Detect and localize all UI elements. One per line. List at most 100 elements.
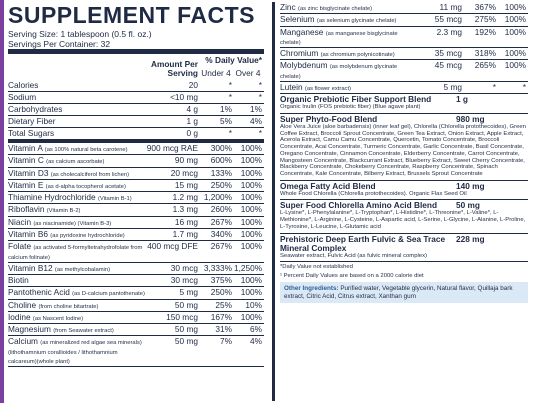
dv-over-4: 100% bbox=[233, 228, 264, 242]
dv-under-4: 133% bbox=[199, 167, 234, 180]
nutrient-name: Vitamin B12 bbox=[8, 262, 53, 273]
nutrient-row: Vitamin E (as d-alpha tocopherol acetate… bbox=[8, 179, 264, 193]
nutrient-name: Lutein bbox=[280, 82, 303, 93]
nutrient-name: Vitamin C bbox=[8, 155, 44, 166]
amount: 20 mcg bbox=[145, 167, 200, 180]
nutrient-name: Pantothenic Acid bbox=[8, 287, 70, 298]
blend: Prehistoric Deep Earth Fulvic & Sea Trac… bbox=[280, 234, 528, 263]
nutrient-cell: Calories bbox=[8, 80, 146, 92]
amount: 30 mcg bbox=[145, 274, 200, 288]
blends: Organic Prebiotic Fiber Support Blend 1 g… bbox=[280, 94, 528, 263]
blend-description: Organic Inulin (FOS prebiotic fiber) (Bl… bbox=[280, 104, 421, 111]
blend: Organic Prebiotic Fiber Support Blend 1 g… bbox=[280, 94, 528, 115]
nutrient-note: (as selenium glycinate chelate) bbox=[316, 18, 397, 25]
amount: 50 mg bbox=[145, 299, 200, 312]
blend-name: Super Phyto-Food Blend bbox=[280, 114, 378, 125]
dv-under-4: 275% bbox=[464, 13, 498, 27]
nutrient-name: Molybdenum bbox=[280, 60, 328, 71]
nutrient-cell: Vitamin A (as 100% natural beta carotene… bbox=[8, 141, 146, 156]
amount: 1.7 mg bbox=[145, 228, 200, 242]
facts-body: Calories 20 * * Sodium <10 mg * * Carbohydrates 4… bbox=[8, 80, 264, 368]
nutrient-row: Molybdenum (as molybdenum glycinate chel… bbox=[280, 59, 528, 83]
nutrient-note: (as chromium polynicotinate) bbox=[320, 52, 395, 59]
dv-under-4: * bbox=[199, 91, 234, 104]
dv-over-4: 100% bbox=[233, 191, 264, 205]
amount: 1 g bbox=[145, 115, 200, 128]
dv-over-4: 100% bbox=[233, 167, 264, 180]
blend-description: Whole Food Chlorella (Chlorella protothe… bbox=[280, 190, 467, 197]
nutrient-name: Total Sugars bbox=[8, 128, 55, 138]
dv-over-4: * bbox=[233, 91, 264, 104]
amount: 2.3 mg bbox=[414, 26, 464, 49]
dv-over-4: 10% bbox=[233, 299, 264, 312]
nutrient-row: Folate (as activated 5-formyltetrahydrof… bbox=[8, 240, 264, 263]
amount: <10 mg bbox=[145, 91, 200, 104]
amount: 55 mcg bbox=[414, 13, 464, 27]
dv-over-4: 100% bbox=[233, 154, 264, 168]
blend-head: Super Phyto-Food Blend 980 mg bbox=[280, 115, 528, 124]
dv-under-4: * bbox=[464, 81, 498, 95]
nutrient-row: Calories 20 * * bbox=[8, 80, 264, 92]
other-text: Purified water, Vegetable glycerin, Natu… bbox=[284, 285, 513, 300]
amount: 45 mcg bbox=[414, 59, 464, 83]
blend-name: Organic Prebiotic Fiber Support Blend bbox=[280, 94, 432, 105]
amount: 30 mcg bbox=[145, 262, 200, 276]
nutrient-cell: Dietary Fiber bbox=[8, 115, 146, 128]
footnotes: *Daily Value not established ¹ Percent Da… bbox=[280, 264, 528, 279]
nutrient-name: Choline bbox=[8, 299, 37, 310]
nutrient-cell: Choline (from choline bitartrate) bbox=[8, 299, 146, 312]
blend-head: Organic Prebiotic Fiber Support Blend 1 g bbox=[280, 95, 528, 104]
nutrient-name: Vitamin B6 bbox=[8, 229, 48, 240]
nutrient-row: Riboflavin (Vitamin B-2) 1.3 mg 260% 100% bbox=[8, 203, 264, 217]
nutrient-cell: Niacin (as niacinamide) (Vitamin B-3) bbox=[8, 216, 146, 230]
amount: 1.3 mg bbox=[145, 203, 200, 217]
amount: 150 mcg bbox=[145, 311, 200, 325]
dv-over-4: 100% bbox=[233, 240, 264, 263]
nutrient-name: Sodium bbox=[8, 92, 37, 102]
nutrient-name: Manganese bbox=[280, 26, 324, 37]
blend-name: Prehistoric Deep Earth Fulvic & Sea Trac… bbox=[280, 233, 446, 253]
nutrient-cell: Calcium (as mineralized red algae sea mi… bbox=[8, 335, 146, 368]
dv-over-4: 4% bbox=[233, 115, 264, 128]
nutrient-note: (as d-alpha tocopherol acetate) bbox=[45, 183, 126, 190]
nutrient-row: Magnesium (from Seawater extract) 50 mg 31… bbox=[8, 323, 264, 337]
nutrient-row: Vitamin D3 (as cholecalciferol from lich… bbox=[8, 167, 264, 180]
dv-over-4: 100% bbox=[233, 179, 264, 193]
minerals-table: Zinc (as zinc bisglycinate chelate) 11 mg… bbox=[280, 2, 528, 95]
nutrient-name: Iodine bbox=[8, 311, 31, 322]
footnote: *Daily Value not established bbox=[280, 264, 353, 271]
blend: Omega Fatty Acid Blend 140 mg Whole Food C… bbox=[280, 181, 528, 201]
dv-under-4: 375% bbox=[199, 274, 234, 288]
nutrient-row: Sodium <10 mg * * bbox=[8, 91, 264, 104]
nutrient-row: Manganese (as manganese bisglycinate che… bbox=[280, 26, 528, 49]
nutrient-cell: Iodine (as Nascent Iodine) bbox=[8, 311, 146, 325]
nutrient-row: Vitamin A (as 100% natural beta carotene… bbox=[8, 141, 264, 156]
nutrient-name: Calories bbox=[8, 80, 39, 90]
dv-over-4: 6% bbox=[233, 323, 264, 337]
nutrient-note: (as mineralized red algae sea minerals) … bbox=[8, 340, 142, 366]
nutrient-note: (as niacinamide) (Vitamin B-3) bbox=[33, 220, 112, 227]
nutrient-name: Chromium bbox=[280, 48, 319, 59]
blend: Super Food Chlorella Amino Acid Blend 50 … bbox=[280, 200, 528, 234]
nutrient-note: (Vitamin B-2) bbox=[46, 208, 81, 215]
dv-over-4: 100% bbox=[233, 216, 264, 230]
amount: 900 mcg RAE bbox=[145, 141, 200, 156]
dv-under-4: 318% bbox=[464, 47, 498, 61]
nutrient-row: Lutein (as flower extract) 5 mg * * bbox=[280, 81, 528, 95]
dv-over-4: 100% bbox=[498, 47, 528, 61]
blend-name: Omega Fatty Acid Blend bbox=[280, 180, 376, 191]
dv-under-4: 1% bbox=[199, 103, 234, 116]
nutrient-cell: Folate (as activated 5-formyltetrahydrof… bbox=[8, 240, 146, 263]
dv-under-4: 250% bbox=[199, 179, 234, 193]
dv-over-4: 100% bbox=[233, 141, 264, 156]
dv-under-4: 5% bbox=[199, 115, 234, 128]
facts-table: Amount Per Serving % Daily Value* Under … bbox=[8, 54, 264, 368]
amount: 400 mcg DFE bbox=[145, 240, 200, 263]
nutrient-note: (from Seawater extract) bbox=[53, 328, 114, 335]
dv-under-4: 3,333% bbox=[199, 262, 234, 276]
over-header: Over 4 bbox=[235, 68, 261, 78]
nutrient-note: (as methylcobalamin) bbox=[54, 266, 110, 273]
nutrient-name: Niacin bbox=[8, 216, 32, 227]
nutrient-row: Chromium (as chromium polynicotinate) 35 … bbox=[280, 47, 528, 61]
nutrient-note: (as molybdenum glycinate chelate) bbox=[280, 64, 398, 80]
